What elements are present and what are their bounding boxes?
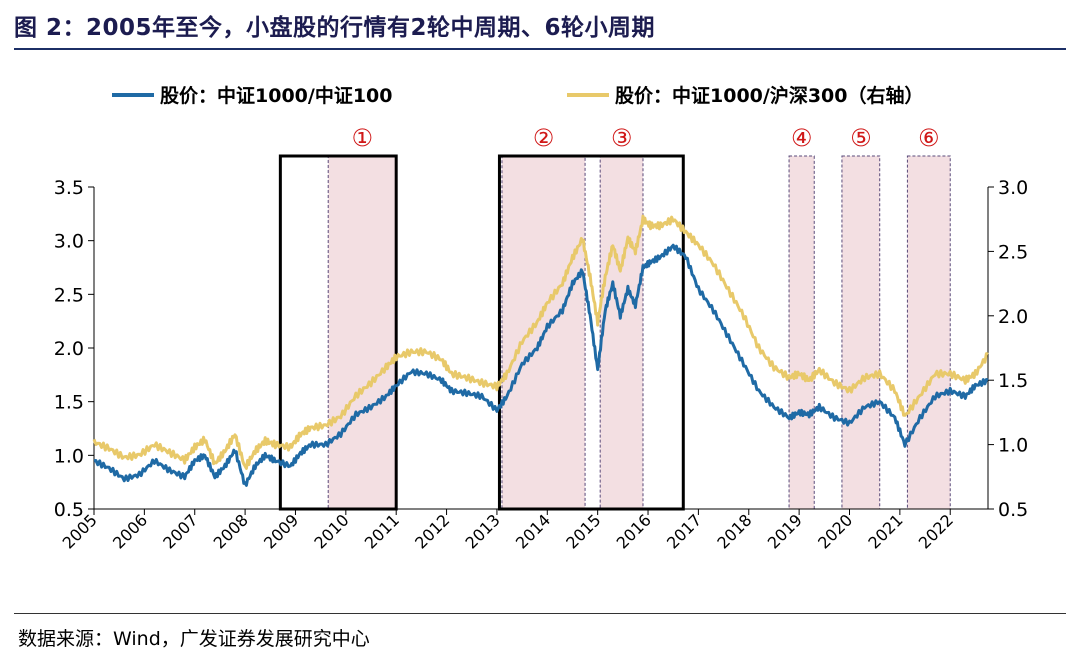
x-tick-label: 2010 [310, 510, 352, 552]
small-cycle-label: ⑤ [850, 124, 872, 152]
left-tick-label: 0.5 [54, 499, 84, 521]
x-tick-label: 2011 [361, 510, 403, 552]
right-tick-label: 0.5 [998, 499, 1028, 521]
small-cycle-shade [788, 155, 815, 510]
x-tick-label: 2006 [109, 510, 151, 552]
legend-label: 股价：中证1000/沪深300（右轴） [615, 84, 923, 107]
small-cycle-shade [599, 155, 644, 510]
figure-title: 图 2：2005年至今，小盘股的行情有2轮中周期、6轮小周期 [14, 15, 656, 41]
right-tick-label: 1.0 [998, 435, 1028, 457]
series-lines [92, 214, 989, 487]
right-tick-label: 2.0 [998, 306, 1028, 328]
x-tick-label: 2019 [764, 510, 806, 552]
series-line-csi1000-hs300 [92, 214, 989, 470]
small-cycle-label: ⑥ [918, 124, 940, 152]
legend: 股价：中证1000/中证100 股价：中证1000/沪深300（右轴） [112, 84, 923, 107]
x-tick-label: 2007 [159, 510, 201, 552]
small-cycle-shade [841, 155, 881, 510]
x-tick-label: 2009 [260, 510, 302, 552]
small-cycle-label: ① [351, 124, 373, 152]
x-tick-label: 2020 [814, 510, 856, 552]
small-cycle-label: ③ [611, 124, 633, 152]
x-tick-label: 2014 [512, 510, 554, 552]
small-cycle-label: ② [533, 124, 555, 152]
series-line-csi1000-csi100 [93, 243, 989, 487]
right-tick-label: 1.5 [998, 370, 1028, 392]
x-tick-label: 2021 [864, 510, 906, 552]
title-rule [14, 48, 1066, 50]
small-cycle-shade [327, 155, 397, 510]
small-cycle-shades: ① ② ③ ④ ⑤ ⑥ [327, 124, 951, 510]
x-tick-label: 2018 [713, 510, 755, 552]
left-tick-label: 3.5 [54, 177, 84, 199]
source-note: 数据来源：Wind，广发证券发展研究中心 [18, 628, 370, 650]
left-tick-label: 2.0 [54, 338, 84, 360]
x-tick-label: 2012 [411, 510, 453, 552]
right-tick-label: 2.5 [998, 241, 1028, 263]
small-cycle-label: ④ [791, 124, 813, 152]
x-tick-label: 2008 [210, 510, 252, 552]
left-tick-label: 2.5 [54, 284, 84, 306]
left-tick-label: 1.0 [54, 445, 84, 467]
x-tick-label: 2013 [462, 510, 504, 552]
left-tick-label: 1.5 [54, 392, 84, 414]
x-tick-label: 2017 [663, 510, 705, 552]
x-tick-label: 2015 [562, 510, 604, 552]
right-tick-label: 3.0 [998, 177, 1028, 199]
source-rule [14, 613, 1066, 614]
x-tick-label: 2022 [915, 510, 957, 552]
small-cycle-shade [906, 155, 951, 510]
x-tick-label: 2016 [613, 510, 655, 552]
left-tick-label: 3.0 [54, 231, 84, 253]
legend-label: 股价：中证1000/中证100 [160, 84, 392, 107]
